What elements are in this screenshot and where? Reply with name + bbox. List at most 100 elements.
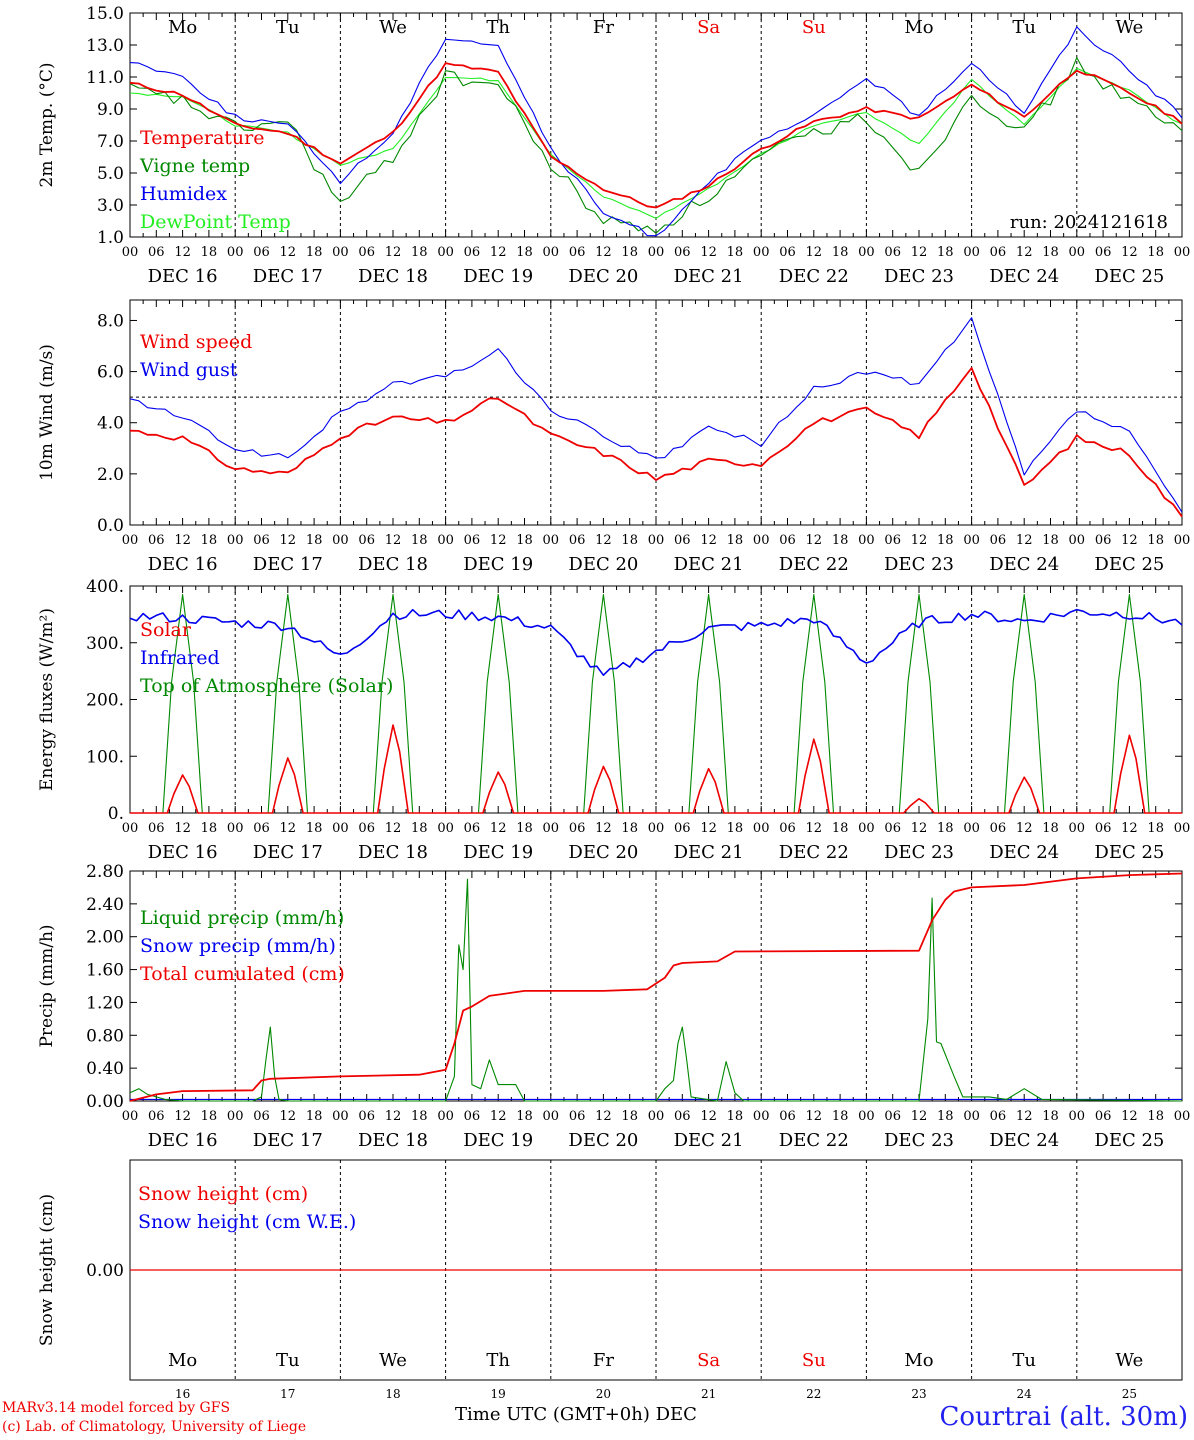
hour-tick-label: 12 [280,821,297,836]
panel-2-x-axis: 00 06 12 18 00 06 12 18 00 06 12 18 00 06 12 18 00 06 12 18… [122,533,1191,575]
hour-tick-label: 00 [1069,821,1086,836]
date-tick-label: DEC 25 [1094,266,1164,287]
hour-tick-label: 12 [385,821,402,836]
hour-tick-label: 06 [358,245,375,260]
hour-tick-label: 12 [911,1109,928,1124]
date-tick-label: DEC 17 [253,554,323,575]
hour-tick-label: 18 [516,533,533,548]
hour-tick-label: 12 [1121,533,1138,548]
day-name-label: Fr [593,17,614,38]
legend-entry: DewPoint Temp [140,211,291,233]
y-tick-label: 9.0 [97,100,124,120]
hour-tick-label: 00 [543,245,560,260]
y-axis-label: Energy fluxes (W/m²) [37,608,57,791]
panel-5-day-names: Mo Tu We Th Fr Sa Su Mo Tu We [168,1350,1143,1371]
day-name-label: Sa [697,17,720,38]
hour-tick-label: 00 [437,533,454,548]
hour-tick-label: 00 [543,821,560,836]
y-tick-label: 13.0 [86,36,124,56]
hour-tick-label: 00 [753,1109,770,1124]
y-axis-label: Precip (mm/h) [37,924,57,1047]
legend-entry: Solar [140,619,192,641]
day-number-label: 21 [701,1387,716,1401]
date-tick-label: DEC 21 [674,266,744,287]
y-tick-label: 2.80 [86,862,124,882]
day-name-label: Tu [276,1350,300,1371]
series-line-solar [130,724,1182,814]
date-tick-label: DEC 19 [463,842,533,863]
hour-tick-label: 12 [1016,821,1033,836]
hour-tick-label: 06 [884,533,901,548]
date-tick-label: DEC 16 [148,842,218,863]
hour-tick-label: 12 [280,1109,297,1124]
hour-tick-label: 12 [490,1109,507,1124]
hour-tick-label: 06 [779,1109,796,1124]
day-number-label: 18 [385,1387,400,1401]
y-tick-label: 2.0 [97,465,124,485]
legend-entry: Humidex [140,183,227,205]
hour-tick-label: 06 [1095,533,1112,548]
hour-tick-label: 00 [1174,245,1191,260]
date-tick-label: DEC 22 [779,842,849,863]
hour-tick-label: 18 [727,1109,744,1124]
hour-tick-label: 00 [858,533,875,548]
day-name-label: Tu [1012,17,1036,38]
hour-tick-label: 00 [1069,533,1086,548]
date-tick-label: DEC 16 [148,266,218,287]
day-name-label: Tu [276,17,300,38]
hour-tick-label: 00 [648,1109,665,1124]
y-tick-label: 0.00 [86,1261,124,1281]
hour-tick-label: 06 [674,1109,691,1124]
hour-tick-label: 18 [201,245,218,260]
series-line-vigne-temp [129,57,1183,234]
day-number-label: 23 [911,1387,926,1401]
hour-tick-label: 18 [937,533,954,548]
hour-tick-label: 18 [411,245,428,260]
panel-5-day-numbers: 16 17 18 19 20 21 22 23 24 25 [175,1387,1137,1401]
hour-tick-label: 18 [306,533,323,548]
hour-tick-label: 00 [227,533,244,548]
date-tick-label: DEC 25 [1094,842,1164,863]
hour-tick-label: 12 [806,1109,823,1124]
x-axis-month: DEC [655,1404,697,1425]
hour-tick-label: 00 [753,821,770,836]
hour-tick-label: 12 [385,1109,402,1124]
legend-entry: Temperature [140,127,264,149]
hour-tick-label: 12 [385,245,402,260]
x-axis-title: Time UTC (GMT+0h) DEC [455,1404,697,1425]
y-tick-label: 2.40 [86,895,124,915]
x-axis-label: Time UTC (GMT+0h) [455,1404,650,1425]
hour-tick-label: 00 [437,1109,454,1124]
hour-tick-label: 00 [963,533,980,548]
hour-tick-label: 00 [122,533,139,548]
legend-entry: Wind gust [140,359,238,381]
hour-tick-label: 12 [806,821,823,836]
hour-tick-label: 12 [595,245,612,260]
day-number-label: 20 [596,1387,611,1401]
hour-tick-label: 18 [516,245,533,260]
date-tick-label: DEC 18 [358,842,428,863]
hour-tick-label: 18 [306,821,323,836]
hour-tick-label: 12 [700,1109,717,1124]
y-tick-label: 200. [86,691,124,711]
date-tick-label: DEC 23 [884,266,954,287]
hour-tick-label: 12 [1121,821,1138,836]
hour-tick-label: 06 [464,533,481,548]
panel-4-y-axis: 0.00 0.40 0.80 1.20 1.60 2.00 2.40 2.80 Precip (… [37,862,1182,1112]
legend-entry: Vigne temp [139,155,250,177]
date-tick-label: DEC 22 [779,266,849,287]
hour-tick-label: 00 [648,821,665,836]
hour-tick-label: 12 [595,533,612,548]
y-tick-label: 0.00 [86,1092,124,1112]
y-tick-label: 2.00 [86,928,124,948]
day-name-label: Sa [697,1350,720,1371]
hour-tick-label: 18 [516,1109,533,1124]
hour-tick-label: 18 [201,1109,218,1124]
hour-tick-label: 18 [937,1109,954,1124]
y-tick-label: 0.40 [86,1059,124,1079]
hour-tick-label: 18 [621,245,638,260]
series-line-infrared [129,608,1183,676]
day-number-label: 24 [1017,1387,1033,1401]
hour-tick-label: 12 [911,533,928,548]
date-tick-label: DEC 18 [358,1130,428,1151]
